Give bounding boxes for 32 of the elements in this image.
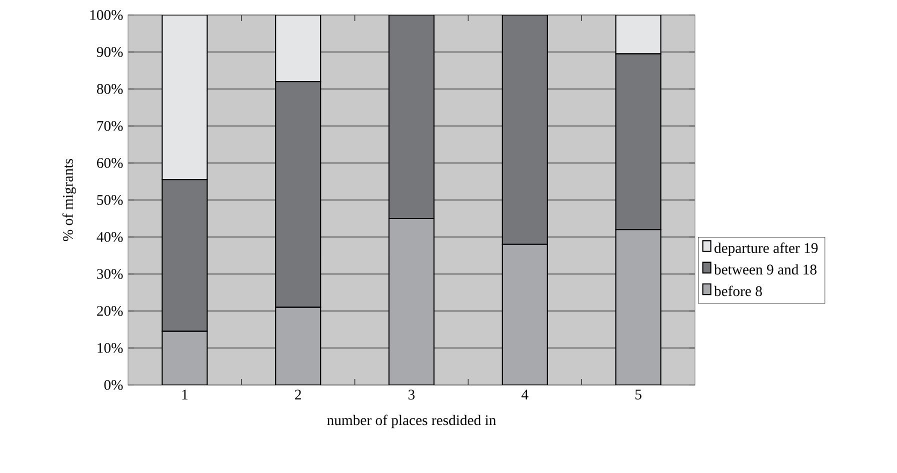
y-tick-label: 40% — [96, 232, 123, 242]
bar — [162, 179, 208, 332]
y-axis-title: % of migrants — [62, 158, 76, 242]
bar — [502, 244, 548, 385]
y-tick-label: 80% — [96, 84, 123, 94]
x-axis-title: number of places resdided in — [327, 414, 496, 428]
y-tick-label: 90% — [96, 47, 123, 57]
bar — [162, 14, 208, 180]
y-tick-label: 50% — [97, 195, 123, 205]
x-tick-label: 3 — [408, 390, 415, 400]
bar — [275, 306, 322, 385]
y-tick-label: 60% — [97, 158, 123, 168]
bar — [615, 14, 662, 54]
bar — [615, 229, 662, 385]
bar — [615, 53, 662, 230]
bar — [275, 81, 322, 308]
y-tick-label: 0% — [104, 380, 123, 390]
bar — [388, 218, 435, 385]
y-tick-label: 10% — [98, 343, 123, 353]
y-tick-label: 100% — [90, 10, 123, 20]
legend-label: between 9 and 18 — [714, 264, 816, 275]
legend-label: departure after 19 — [714, 242, 818, 256]
legend-label: before 8 — [714, 286, 762, 296]
bar — [275, 14, 322, 82]
y-tick-label: 30% — [97, 269, 123, 279]
bar — [162, 330, 208, 385]
x-tick-label: 2 — [295, 390, 301, 400]
y-tick-label: 20% — [97, 306, 123, 316]
x-tick-label: 5 — [635, 390, 642, 400]
x-tick-label: 1 — [182, 390, 188, 400]
y-tick-label: 70% — [97, 121, 123, 131]
x-tick-label: 4 — [522, 390, 528, 400]
